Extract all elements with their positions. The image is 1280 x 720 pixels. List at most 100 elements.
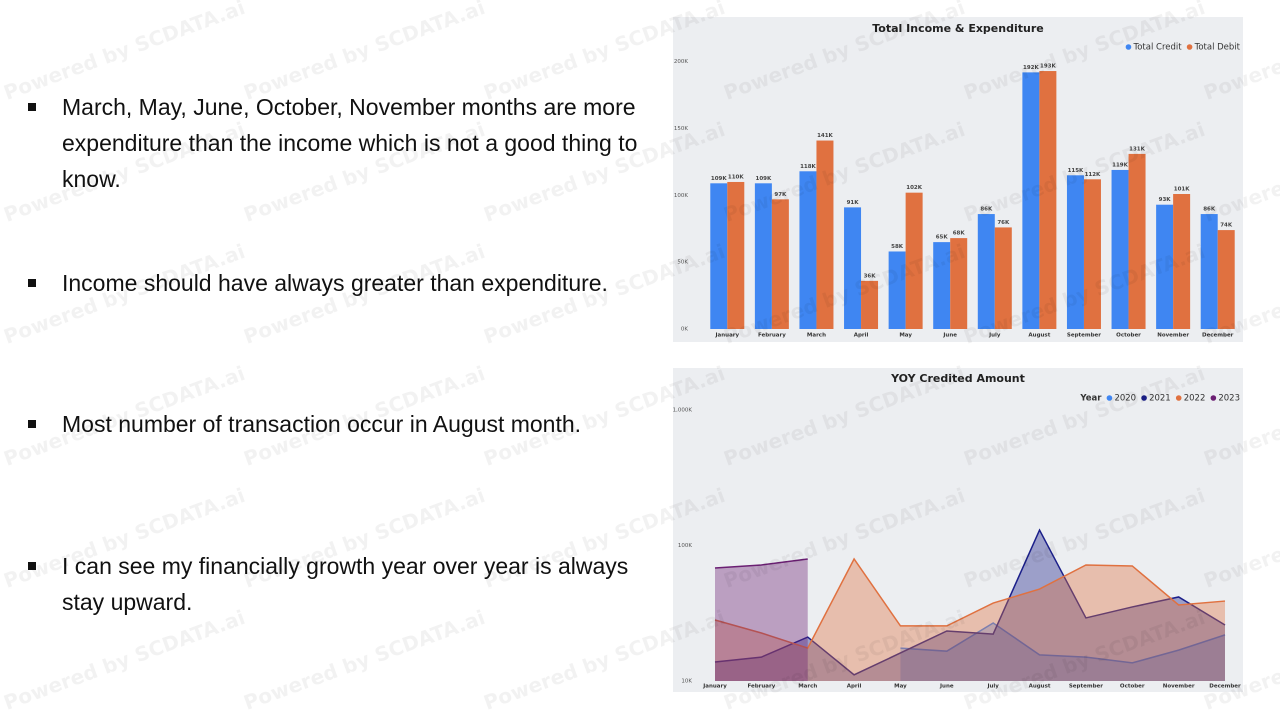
bar: [1128, 153, 1146, 329]
x-tick-label: September: [1069, 684, 1103, 690]
bar: [1217, 230, 1235, 329]
value-label: 110K: [728, 174, 744, 180]
bar: [771, 199, 789, 329]
value-label: 74K: [1220, 223, 1233, 229]
bar: [933, 242, 951, 329]
bar: [710, 183, 728, 329]
bar: [844, 207, 862, 329]
y-tick-label: 100K: [674, 193, 688, 199]
value-label: 118K: [800, 164, 816, 170]
bar: [754, 183, 772, 329]
bar: [977, 214, 995, 329]
value-label: 36K: [864, 273, 877, 279]
x-tick-label: February: [747, 684, 775, 690]
bar: [816, 140, 834, 329]
value-label: 65K: [936, 235, 949, 241]
legend-title: Year: [1079, 394, 1102, 404]
x-tick-label: March: [798, 684, 817, 690]
legend-swatch: [1141, 395, 1147, 401]
area: [715, 559, 1225, 681]
x-tick-label: November: [1157, 333, 1189, 339]
x-tick-label: January: [714, 333, 739, 339]
legend-label: 2023: [1218, 394, 1240, 404]
x-tick-label: December: [1202, 333, 1234, 339]
area: [715, 530, 1225, 681]
x-tick-label: November: [1163, 684, 1195, 690]
bar: [727, 181, 745, 329]
value-label: 109K: [756, 176, 772, 182]
bar: [1022, 72, 1040, 329]
x-tick-label: March: [807, 333, 826, 339]
area: [715, 559, 808, 681]
bar: [1111, 169, 1129, 329]
legend-swatch: [1210, 395, 1217, 401]
value-label: 93K: [1159, 197, 1172, 203]
value-label: 112K: [1085, 172, 1101, 178]
value-label: 86K: [980, 207, 993, 213]
area: [900, 622, 1225, 681]
value-label: 101K: [1174, 187, 1190, 193]
legend-label: 2021: [1149, 394, 1171, 404]
value-label: 76K: [997, 220, 1010, 226]
x-tick-label: April: [847, 684, 862, 690]
bar: [1173, 194, 1191, 329]
value-label: 141K: [817, 133, 833, 139]
bar: [1083, 179, 1101, 329]
line: [900, 622, 1226, 664]
bullet: Most number of transaction occur in Augu…: [28, 406, 642, 442]
bar: [950, 238, 968, 329]
value-label: 119K: [1112, 162, 1128, 168]
legend-label: 2020: [1114, 394, 1136, 404]
x-tick-label: January: [702, 684, 727, 690]
x-tick-label: December: [1209, 684, 1241, 690]
chart-panel: [673, 368, 1243, 692]
bar: [1039, 71, 1057, 329]
x-tick-label: April: [854, 333, 869, 339]
line: [714, 528, 1226, 676]
value-label: 102K: [906, 185, 922, 191]
bar: [1066, 175, 1084, 329]
value-label: 86K: [1203, 207, 1216, 213]
x-tick-label: October: [1120, 684, 1145, 690]
x-tick-label: August: [1029, 684, 1051, 690]
bar: [1156, 204, 1174, 329]
bullet: Income should have always greater than e…: [28, 265, 642, 301]
bar: [1200, 214, 1218, 329]
line: [714, 558, 808, 569]
legend-label: Total Credit: [1132, 43, 1182, 53]
x-tick-label: June: [939, 684, 954, 690]
line: [714, 557, 1226, 649]
bullet: I can see my financially growth year ove…: [28, 548, 642, 620]
bar: [905, 192, 923, 329]
value-label: 91K: [847, 200, 860, 206]
value-label: 115K: [1068, 168, 1084, 174]
bar: [861, 280, 879, 329]
value-label: 193K: [1040, 64, 1056, 70]
value-label: 68K: [953, 231, 966, 237]
value-label: 131K: [1129, 146, 1145, 152]
y-tick-label: 50K: [677, 260, 688, 266]
value-label: 192K: [1023, 65, 1039, 71]
chart-title: Total Income & Expenditure: [872, 22, 1043, 35]
y-tick-label: 100K: [678, 543, 692, 549]
value-label: 109K: [711, 176, 727, 182]
x-tick-label: February: [758, 333, 786, 339]
legend-label: 2022: [1184, 394, 1206, 404]
x-tick-label: October: [1116, 333, 1141, 339]
legend-swatch: [1106, 395, 1113, 401]
y-tick-label: 150K: [674, 126, 688, 132]
x-tick-label: June: [942, 333, 957, 339]
x-tick-label: September: [1067, 333, 1101, 339]
x-tick-label: July: [986, 684, 999, 690]
legend-swatch: [1175, 395, 1182, 401]
y-tick-label: 10K: [681, 679, 692, 685]
value-label: 97K: [774, 192, 787, 198]
x-tick-label: July: [988, 333, 1001, 339]
bar: [799, 171, 817, 329]
value-label: 58K: [891, 244, 904, 250]
bar: [994, 227, 1012, 329]
x-tick-label: August: [1028, 333, 1050, 339]
legend-swatch: [1186, 44, 1193, 50]
x-tick-label: May: [894, 684, 907, 690]
